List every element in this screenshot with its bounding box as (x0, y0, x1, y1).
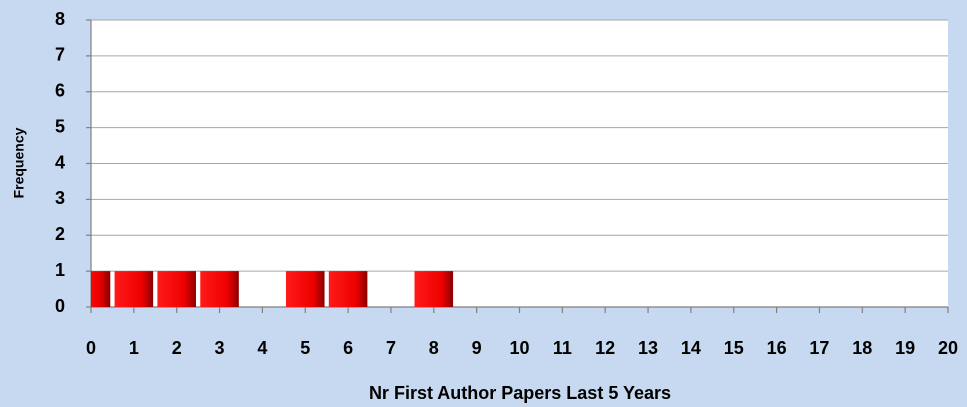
bar (91, 271, 111, 307)
y-tick-label: 8 (55, 9, 65, 29)
x-tick-label: 15 (724, 338, 744, 358)
x-tick-label: 1 (129, 338, 139, 358)
y-tick-label: 0 (55, 296, 65, 316)
bar (114, 271, 154, 307)
y-tick-label: 1 (55, 260, 65, 280)
x-tick-label: 10 (509, 338, 529, 358)
bar (414, 271, 454, 307)
bar (157, 271, 196, 307)
y-axis-label: Frequency (11, 127, 27, 198)
bar (200, 271, 239, 307)
y-tick-label: 4 (55, 152, 65, 172)
bar (328, 271, 368, 307)
y-tick-label: 2 (55, 224, 65, 244)
x-tick-label: 8 (429, 338, 439, 358)
x-tick-label: 4 (257, 338, 267, 358)
x-tick-label: 11 (553, 338, 572, 358)
x-axis-label: Nr First Author Papers Last 5 Years (369, 383, 671, 403)
x-tick-label: 6 (343, 338, 353, 358)
x-tick-label: 3 (215, 338, 225, 358)
y-tick-label: 7 (55, 45, 65, 65)
x-tick-label: 7 (386, 338, 396, 358)
y-tick-label: 5 (55, 116, 65, 136)
x-tick-label: 12 (595, 338, 615, 358)
x-tick-label: 19 (895, 338, 915, 358)
bars (91, 271, 454, 307)
x-tick-label: 17 (809, 338, 829, 358)
x-tick-label: 14 (681, 338, 701, 358)
x-tick-label: 0 (86, 338, 96, 358)
x-tick-label: 18 (852, 338, 872, 358)
x-tick-label: 9 (472, 338, 482, 358)
x-tick-label: 13 (638, 338, 658, 358)
x-tick-label: 5 (300, 338, 310, 358)
bar (285, 271, 325, 307)
y-tick-label: 6 (55, 81, 65, 101)
y-tick-label: 3 (55, 188, 65, 208)
x-tick-label: 2 (172, 338, 182, 358)
x-tick-label: 20 (938, 338, 958, 358)
x-tick-label: 16 (767, 338, 787, 358)
